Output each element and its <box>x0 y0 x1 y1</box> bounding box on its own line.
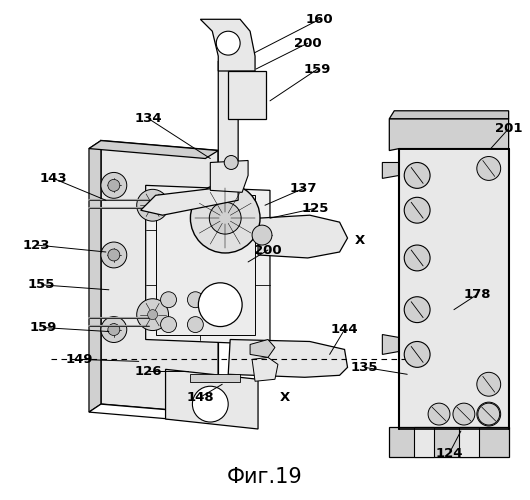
Circle shape <box>404 245 430 271</box>
Circle shape <box>161 316 176 332</box>
Circle shape <box>161 292 176 308</box>
Circle shape <box>137 298 169 330</box>
Text: 155: 155 <box>28 278 55 291</box>
Polygon shape <box>165 370 258 429</box>
Polygon shape <box>200 20 255 71</box>
Circle shape <box>148 200 157 210</box>
Polygon shape <box>382 334 399 354</box>
Text: 124: 124 <box>435 448 463 460</box>
Text: 137: 137 <box>290 182 317 195</box>
Circle shape <box>192 386 228 422</box>
Text: 134: 134 <box>135 112 163 125</box>
Text: X: X <box>355 234 365 246</box>
Circle shape <box>477 402 501 426</box>
Text: 149: 149 <box>65 353 93 366</box>
Circle shape <box>101 172 127 199</box>
Polygon shape <box>390 111 509 118</box>
Circle shape <box>477 372 501 396</box>
Text: 200: 200 <box>294 36 322 50</box>
Text: 123: 123 <box>23 238 50 252</box>
Circle shape <box>404 296 430 322</box>
Circle shape <box>188 292 204 308</box>
Circle shape <box>477 156 501 180</box>
Text: 201: 201 <box>495 122 523 135</box>
Circle shape <box>428 403 450 425</box>
Circle shape <box>190 184 260 253</box>
Polygon shape <box>140 186 238 215</box>
Circle shape <box>216 31 240 55</box>
Polygon shape <box>218 61 238 190</box>
Text: 148: 148 <box>187 390 214 404</box>
Polygon shape <box>390 427 509 457</box>
Polygon shape <box>258 215 348 258</box>
Text: 159: 159 <box>304 62 331 76</box>
Circle shape <box>108 180 120 192</box>
Polygon shape <box>252 358 278 382</box>
Polygon shape <box>146 186 270 344</box>
Circle shape <box>478 403 500 425</box>
Circle shape <box>101 242 127 268</box>
Bar <box>459 427 479 457</box>
Circle shape <box>188 316 204 332</box>
Polygon shape <box>89 140 218 158</box>
Circle shape <box>224 156 238 170</box>
Polygon shape <box>250 340 275 357</box>
Text: 135: 135 <box>351 361 378 374</box>
Circle shape <box>209 202 241 234</box>
Bar <box>228 71 266 118</box>
Text: 159: 159 <box>30 321 57 334</box>
Polygon shape <box>228 340 348 378</box>
Text: 200: 200 <box>254 244 282 256</box>
Text: 125: 125 <box>302 202 330 214</box>
Circle shape <box>108 324 120 336</box>
Circle shape <box>198 283 242 327</box>
Polygon shape <box>210 160 248 192</box>
Circle shape <box>404 342 430 367</box>
Text: X: X <box>280 390 290 404</box>
Text: 126: 126 <box>135 365 162 378</box>
Text: 160: 160 <box>306 13 333 26</box>
Circle shape <box>404 162 430 188</box>
Circle shape <box>148 310 157 320</box>
Polygon shape <box>89 140 101 412</box>
Circle shape <box>453 403 475 425</box>
Bar <box>414 427 434 457</box>
Text: 144: 144 <box>331 323 358 336</box>
Circle shape <box>108 249 120 261</box>
Circle shape <box>404 198 430 223</box>
Polygon shape <box>89 404 218 422</box>
Text: 178: 178 <box>463 288 491 301</box>
Circle shape <box>137 190 169 221</box>
Polygon shape <box>399 148 509 429</box>
Text: 143: 143 <box>39 172 67 185</box>
Polygon shape <box>390 118 509 150</box>
Bar <box>190 374 240 382</box>
Polygon shape <box>101 140 218 414</box>
Polygon shape <box>382 162 399 178</box>
Bar <box>156 196 255 334</box>
Text: Фиг.19: Фиг.19 <box>227 466 303 486</box>
Circle shape <box>252 225 272 245</box>
Circle shape <box>101 316 127 342</box>
